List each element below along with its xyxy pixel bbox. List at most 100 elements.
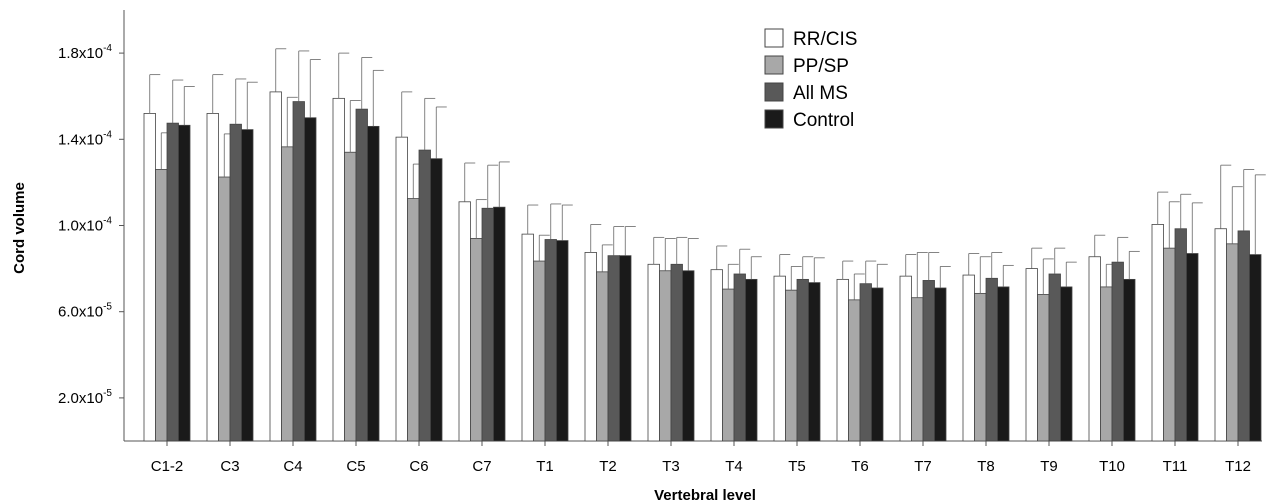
x-tick-label: C7 — [472, 458, 491, 475]
bar-pp-sp-c6 — [407, 198, 420, 442]
legend-swatch-rr-cis — [764, 28, 784, 48]
bar-all-ms-c4 — [292, 101, 305, 442]
bar-rr-cis-t9 — [1025, 268, 1038, 442]
y-tick-label: 1.4x10-4 — [58, 129, 112, 148]
x-tick-label: T12 — [1225, 458, 1251, 475]
bar-rr-cis-t6 — [836, 278, 849, 442]
y-tick-label: 1.8x10-4 — [58, 43, 112, 62]
y-tick-exponent: -5 — [103, 302, 112, 313]
bar-pp-sp-t6 — [848, 299, 861, 442]
bar-pp-sp-t1 — [533, 260, 546, 442]
bar-pp-sp-c1-2 — [155, 169, 168, 442]
legend-label: RR/CIS — [793, 29, 857, 50]
bar-group-t6 — [836, 260, 888, 442]
x-tick-label: C3 — [220, 458, 239, 475]
bar-control-t6 — [871, 287, 884, 442]
bar-pp-sp-t8 — [974, 292, 987, 442]
legend-swatch-pp-sp — [764, 55, 784, 75]
bar-control-t9 — [1060, 286, 1073, 442]
bar-group-t7 — [899, 252, 951, 442]
y-tick-exponent: -5 — [103, 388, 112, 399]
bar-pp-sp-t4 — [722, 288, 735, 442]
bar-all-ms-t5 — [796, 278, 809, 442]
bar-control-t11 — [1186, 253, 1199, 442]
bar-control-t7 — [934, 287, 947, 442]
bar-control-c7 — [493, 206, 506, 442]
x-tick-label: T8 — [977, 458, 995, 475]
bar-group-t1 — [521, 203, 573, 442]
bar-all-ms-c6 — [418, 149, 431, 442]
bar-pp-sp-t12 — [1226, 243, 1239, 442]
bar-all-ms-t6 — [859, 283, 872, 442]
x-tick-label: T11 — [1163, 458, 1188, 475]
x-tick-label: T9 — [1040, 458, 1058, 475]
legend-swatch-control — [764, 109, 784, 129]
bar-control-t8 — [997, 286, 1010, 442]
bar-pp-sp-t9 — [1037, 294, 1050, 442]
bar-control-c5 — [367, 125, 380, 442]
y-tick-exponent: -4 — [103, 216, 112, 227]
bar-rr-cis-t4 — [710, 269, 723, 442]
bar-group-t5 — [773, 254, 825, 442]
x-tick-label: T4 — [725, 458, 743, 475]
bar-pp-sp-t11 — [1163, 247, 1176, 442]
bar-control-t1 — [556, 240, 569, 442]
legend-label: PP/SP — [793, 56, 849, 77]
bar-all-ms-t4 — [733, 273, 746, 442]
bar-all-ms-t3 — [670, 263, 683, 442]
bar-all-ms-t9 — [1048, 273, 1061, 442]
bar-all-ms-c7 — [481, 207, 494, 442]
bar-pp-sp-t10 — [1100, 286, 1113, 442]
x-tick-label: T10 — [1099, 458, 1125, 475]
y-tick-exponent: -4 — [103, 43, 112, 54]
x-tick-label: T5 — [788, 458, 806, 475]
x-tick-label: T2 — [599, 458, 617, 475]
legend: RR/CIS PP/SP All MS Control — [764, 28, 857, 131]
bar-all-ms-t8 — [985, 277, 998, 442]
bar-pp-sp-t2 — [596, 271, 609, 442]
bar-control-c1-2 — [178, 124, 191, 442]
bar-rr-cis-t7 — [899, 275, 912, 442]
bars — [143, 48, 1266, 442]
bar-group-t2 — [584, 224, 636, 442]
bar-rr-cis-c3 — [206, 113, 219, 442]
y-tick-exponent: -4 — [103, 129, 112, 140]
x-tick-label: C4 — [283, 458, 302, 475]
bar-pp-sp-t3 — [659, 270, 672, 442]
bar-group-t8 — [962, 252, 1014, 442]
y-tick-label: 1.0x10-4 — [58, 216, 112, 235]
bar-pp-sp-t5 — [785, 289, 798, 442]
bar-control-t3 — [682, 270, 695, 442]
bar-control-c4 — [304, 117, 317, 442]
legend-swatch-all-ms — [764, 82, 784, 102]
bar-rr-cis-t10 — [1088, 256, 1101, 442]
bar-all-ms-c3 — [229, 123, 242, 442]
bar-rr-cis-c7 — [458, 201, 471, 442]
x-tick-label: T7 — [914, 458, 932, 475]
x-tick-label: T3 — [662, 458, 680, 475]
bar-group-c5 — [332, 52, 384, 442]
bar-control-t4 — [745, 278, 758, 442]
bar-all-ms-c5 — [355, 108, 368, 442]
bar-all-ms-t2 — [607, 255, 620, 442]
bar-control-c3 — [241, 129, 254, 442]
bar-group-c6 — [395, 91, 447, 442]
bar-group-t10 — [1088, 234, 1140, 442]
bar-group-c3 — [206, 74, 258, 442]
bar-control-t2 — [619, 255, 632, 442]
bar-rr-cis-t12 — [1214, 228, 1227, 442]
bar-rr-cis-t3 — [647, 263, 660, 442]
bar-pp-sp-c7 — [470, 238, 483, 442]
y-axis-title: Cord volume — [11, 182, 28, 274]
bar-rr-cis-t1 — [521, 233, 534, 442]
bar-all-ms-c1-2 — [166, 122, 179, 442]
bar-all-ms-t11 — [1174, 228, 1187, 442]
x-tick-label: T1 — [536, 458, 554, 475]
y-tick-label: 6.0x10-5 — [58, 302, 112, 321]
bar-pp-sp-c3 — [218, 176, 231, 442]
bar-group-t3 — [647, 236, 699, 442]
bar-control-t12 — [1249, 254, 1262, 442]
x-axis: C1-2 C3 C4 C5 C6 C7 T1 T2 T3 T4 T5 T6 T7 T8 T9 T10 T11 T1… — [124, 440, 1262, 475]
bar-all-ms-t7 — [922, 280, 935, 442]
bar-control-t10 — [1123, 278, 1136, 442]
